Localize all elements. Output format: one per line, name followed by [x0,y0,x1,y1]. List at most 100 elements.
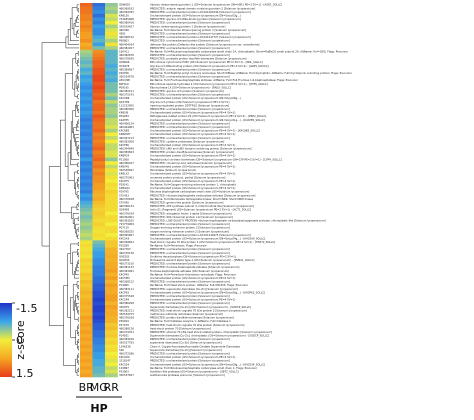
dendrogram-branch [77,306,79,313]
group-label: HP [90,402,107,415]
row-description-label: PREDICTED: cinnamoyl-CoA reductase [Sola… [150,161,232,165]
row-id-label: 460396134 [119,204,134,208]
row-id-label: 460386298 [119,301,134,305]
heatmap-cell [92,3,106,7]
row-id-label: 460369192 [119,6,134,10]
heatmap-cell [92,344,106,349]
heatmap-cell [92,190,106,194]
row-description-label: PREDICTED: uncharacterized protein [Sola… [150,107,230,111]
heatmap-cell [105,308,118,313]
heatmap-cell [80,243,93,248]
dendrogram-branch [77,195,79,200]
dendrogram-branch [77,249,79,255]
row-id-label: Q9S2S5 [119,254,130,258]
dendrogram-branch [76,124,79,131]
dendrogram-branch [77,252,79,257]
row-id-label: P29795 [119,190,129,194]
row-id-label: P14831 [119,334,129,338]
dendrogram-branch [77,119,79,124]
heatmap-cell [92,60,106,65]
row-description-label: PREDICTED: ATP synthase subunit d, mitoc… [150,204,254,208]
heatmap-cell [92,128,106,133]
row-id-label: 460380300 [119,107,134,111]
row-id-label: 460379761 [119,330,134,334]
heatmap-cell [105,301,118,306]
row-description-label: Heat shock cognate 70 kDa protein 2 (OS=… [150,240,275,244]
row-description-label: PREDICTED: uncharacterized protein [Sola… [150,247,230,251]
heatmap-cell [80,344,93,349]
heatmap-cell [105,193,118,198]
heatmap-cell [105,200,118,205]
row-id-label: K4BX45 [119,165,130,169]
dendrogram-branch [77,144,79,149]
dendrogram-branch [77,295,79,300]
heatmap-cell [80,110,93,115]
heatmap-cell [80,132,93,137]
row-id-label: K4BGQ2 [119,186,130,190]
dendrogram-branch [73,127,77,139]
heatmap-cell [105,305,118,309]
dendrogram-branch [71,206,77,219]
heatmap-cell [80,186,93,191]
color-scale-tick-label: 1.5 [16,367,34,380]
dendrogram-branch [74,300,79,320]
row-id-label: 4581 [119,31,126,35]
heatmap-cell [80,13,93,18]
row-description-label: PREDICTED: uncharacterized protein [Sola… [150,359,230,363]
row-description-label: PREDICTED: uncharacterized protein [Sola… [150,53,230,57]
heatmap-cell [92,17,106,22]
heatmap-cell [92,272,106,277]
dendrogram-branch [70,121,79,160]
heatmap-cells [80,3,118,378]
row-id-label: 460383111 [119,287,134,291]
row-description-label: PREDICTED: uncharacterized protein LOC10… [150,35,251,39]
dendrogram-branch [76,229,79,237]
heatmap-cell [105,175,118,180]
dendrogram-branch [71,7,78,30]
row-description-label: Ribulose bisphosphate carboxylase small … [150,190,249,194]
heatmap-cell [105,269,118,274]
heatmap-cell [80,348,93,353]
row-id-label: 460389567 [119,67,134,71]
row-description-label: RecName: Full=Abscisic stress-ripening p… [150,28,246,32]
row-description-label: PREDICTED: uncharacterized protein [Sola… [150,222,230,226]
dendrogram-branch [63,285,76,367]
heatmap-cell [92,38,106,43]
heatmap-cell [105,225,118,230]
heatmap-cell [105,154,118,158]
row-description-label: heat shock protein 70 [Solanum lycopersi… [150,326,211,330]
heatmap-cell [92,114,106,119]
row-description-label: PREDICTED: fructose-bisphosphate aldolas… [150,265,239,269]
row-id-label: P27079 [119,323,129,327]
heatmap-cell [92,215,106,220]
row-id-label: K4C5P4 [119,298,129,302]
heatmap-cell [105,89,118,94]
heatmap-cell [80,53,93,58]
heatmap-cell [92,13,106,18]
heatmap-cell [80,269,93,274]
row-id-label: A5UQ9B [119,78,130,82]
heatmap-cell [105,218,118,223]
heatmap-cell [92,254,106,259]
row-description-label: subtilisin-like protease precursor [Sola… [150,373,225,377]
row-id-label: B0F0L9 [119,82,129,86]
row-id-label: K4C5A9 [119,236,130,240]
heatmap-cell [105,49,118,54]
dendrogram-branch [72,58,76,90]
heatmap-cell [105,258,118,263]
heatmap-cell [92,243,106,248]
heatmap-cell [80,362,93,367]
heatmap-cell [80,197,93,202]
row-description-label: Bifunctional cytochrome P450 (OS=Solanum… [150,60,263,64]
dendrogram-branch [77,360,79,365]
heatmap-cell [105,272,118,277]
dendrogram-branch [77,76,79,81]
row-description-label: PREDICTED: uncharacterized protein [Sola… [150,337,230,341]
color-scale [0,303,12,377]
row-id-label: 460386167 [119,161,134,165]
dendrogram-branch [77,346,79,351]
heatmap-cell [92,225,106,230]
heatmap-cell [92,319,106,324]
row-id-label: P09195 [119,85,129,89]
row-id-label: P25289 [119,244,129,248]
